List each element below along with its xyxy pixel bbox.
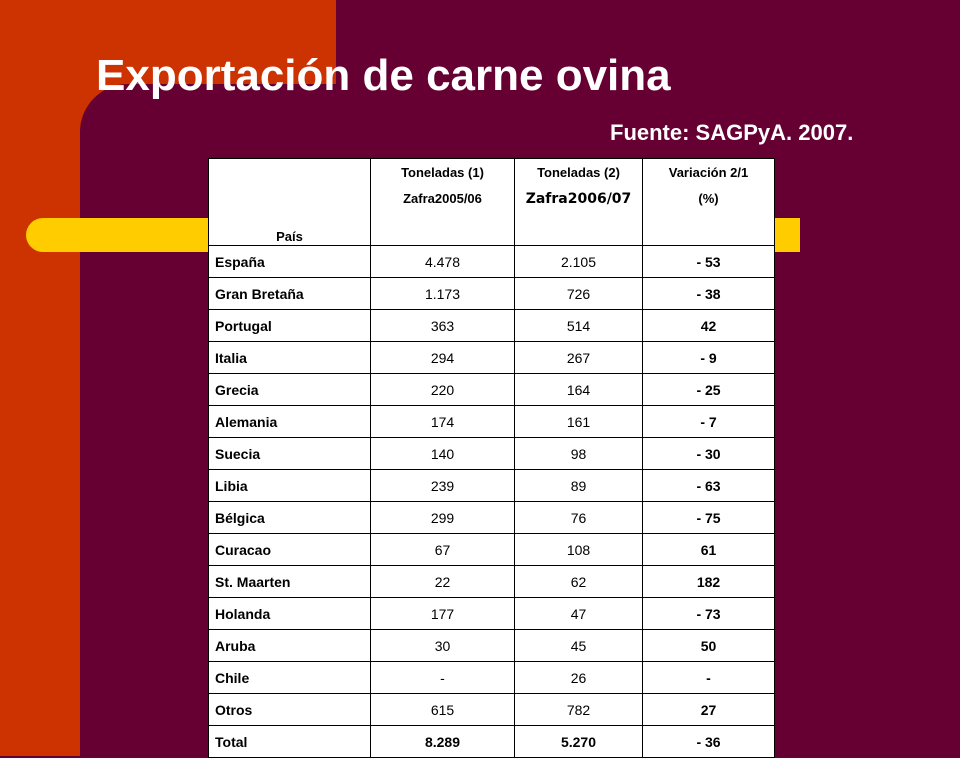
cell-tonnes-2: 267 — [514, 341, 643, 374]
cell-tonnes-1: 299 — [370, 501, 515, 534]
cell-tonnes-2: 514 — [514, 309, 643, 342]
cell-variation: 61 — [642, 533, 775, 566]
header-tonnes-1-label: Toneladas (1) — [401, 165, 484, 180]
cell-country: Libia — [208, 469, 371, 502]
slide-title: Exportación de carne ovina — [96, 51, 671, 100]
cell-country: Suecia — [208, 437, 371, 470]
cell-country: Curacao — [208, 533, 371, 566]
cell-variation: - — [642, 661, 775, 694]
table-row: Grecia 220 164- 25 — [208, 373, 775, 406]
cell-tonnes-1: 174 — [370, 405, 515, 438]
cell-tonnes-2: 782 — [514, 693, 643, 726]
table-header-row: País Toneladas (1) Zafra2005/06 Tonelada… — [208, 158, 775, 246]
cell-variation: - 7 — [642, 405, 775, 438]
table-row: Otros 615 782 27 — [208, 693, 775, 726]
cell-country: Otros — [208, 693, 371, 726]
cell-tonnes-1: - — [370, 661, 515, 694]
cell-country: Holanda — [208, 597, 371, 630]
source-note: Fuente: SAGPyA. 2007. — [610, 120, 854, 145]
cell-tonnes-1: 220 — [370, 373, 515, 406]
cell-variation: - 30 — [642, 437, 775, 470]
cell-tonnes-1: 22 — [370, 565, 515, 598]
cell-country: Italia — [208, 341, 371, 374]
table-row: Italia 294 267- 9 — [208, 341, 775, 374]
cell-variation: - 38 — [642, 277, 775, 310]
cell-country: Chile — [208, 661, 371, 694]
cell-tonnes-2: 5.270 — [514, 725, 643, 758]
cell-tonnes-2: 45 — [514, 629, 643, 662]
cell-variation: - 63 — [642, 469, 775, 502]
cell-tonnes-1: 8.289 — [370, 725, 515, 758]
cell-tonnes-1: 615 — [370, 693, 515, 726]
header-harvest-2-label: Zafra2006/07 — [525, 191, 632, 207]
cell-tonnes-2: 76 — [514, 501, 643, 534]
table-row: Chile -26- — [208, 661, 775, 694]
table-row: Gran Bretaña 1.173 726- 38 — [208, 277, 775, 310]
cell-tonnes-1: 4.478 — [370, 245, 515, 278]
cell-variation: - 9 — [642, 341, 775, 374]
table-row: Holanda 177 47- 73 — [208, 597, 775, 630]
table-row: Libia 239 89- 63 — [208, 469, 775, 502]
cell-tonnes-1: 177 — [370, 597, 515, 630]
cell-variation: - 25 — [642, 373, 775, 406]
cell-variation: - 73 — [642, 597, 775, 630]
cell-tonnes-1: 30 — [370, 629, 515, 662]
header-tonnes-2: Toneladas (2) Zafra2006/07 — [514, 158, 643, 246]
table-row: Portugal 363 514 42 — [208, 309, 775, 342]
cell-tonnes-1: 1.173 — [370, 277, 515, 310]
cell-variation: 27 — [642, 693, 775, 726]
cell-country: St. Maarten — [208, 565, 371, 598]
cell-tonnes-2: 164 — [514, 373, 643, 406]
cell-variation: - 75 — [642, 501, 775, 534]
cell-country: Alemania — [208, 405, 371, 438]
cell-tonnes-2: 89 — [514, 469, 643, 502]
cell-tonnes-2: 26 — [514, 661, 643, 694]
cell-variation: - 36 — [642, 725, 775, 758]
cell-country: Portugal — [208, 309, 371, 342]
header-tonnes-2-label: Toneladas (2) — [537, 165, 620, 180]
table-row: Curacao 67 108 61 — [208, 533, 775, 566]
cell-tonnes-2: 726 — [514, 277, 643, 310]
cell-country: Aruba — [208, 629, 371, 662]
cell-country: España — [208, 245, 371, 278]
cell-country: Bélgica — [208, 501, 371, 534]
cell-variation: 50 — [642, 629, 775, 662]
cell-variation: 182 — [642, 565, 775, 598]
header-tonnes-1: Toneladas (1) Zafra2005/06 — [370, 158, 515, 246]
header-country: País — [208, 158, 371, 246]
cell-country: Gran Bretaña — [208, 277, 371, 310]
table-row: Alemania 174 161- 7 — [208, 405, 775, 438]
header-variation-unit: (%) — [698, 191, 719, 206]
table-body: España 4.478 2.105- 53 Gran Bretaña 1.173 726… — [208, 245, 775, 758]
table-row: Bélgica 299 76- 75 — [208, 501, 775, 534]
cell-country: Grecia — [208, 373, 371, 406]
header-harvest-1-label: Zafra2005/06 — [403, 191, 482, 206]
cell-tonnes-2: 47 — [514, 597, 643, 630]
cell-tonnes-1: 239 — [370, 469, 515, 502]
cell-tonnes-2: 161 — [514, 405, 643, 438]
cell-tonnes-2: 62 — [514, 565, 643, 598]
cell-tonnes-1: 363 — [370, 309, 515, 342]
cell-tonnes-1: 140 — [370, 437, 515, 470]
cell-tonnes-2: 108 — [514, 533, 643, 566]
table-row: Aruba 30 45 50 — [208, 629, 775, 662]
cell-variation: - 53 — [642, 245, 775, 278]
table-row: St. Maarten 22 62 182 — [208, 565, 775, 598]
cell-tonnes-1: 294 — [370, 341, 515, 374]
cell-country: Total — [208, 725, 371, 758]
table-row: España 4.478 2.105- 53 — [208, 245, 775, 278]
table-row-total: Total 8.289 5.270- 36 — [208, 725, 775, 758]
header-variation: Variación 2/1 (%) — [642, 158, 775, 246]
header-variation-label: Variación 2/1 — [668, 165, 749, 180]
cell-variation: 42 — [642, 309, 775, 342]
cell-tonnes-1: 67 — [370, 533, 515, 566]
cell-tonnes-2: 2.105 — [514, 245, 643, 278]
export-table: País Toneladas (1) Zafra2005/06 Tonelada… — [208, 158, 775, 758]
table-row: Suecia 140 98- 30 — [208, 437, 775, 470]
cell-tonnes-2: 98 — [514, 437, 643, 470]
